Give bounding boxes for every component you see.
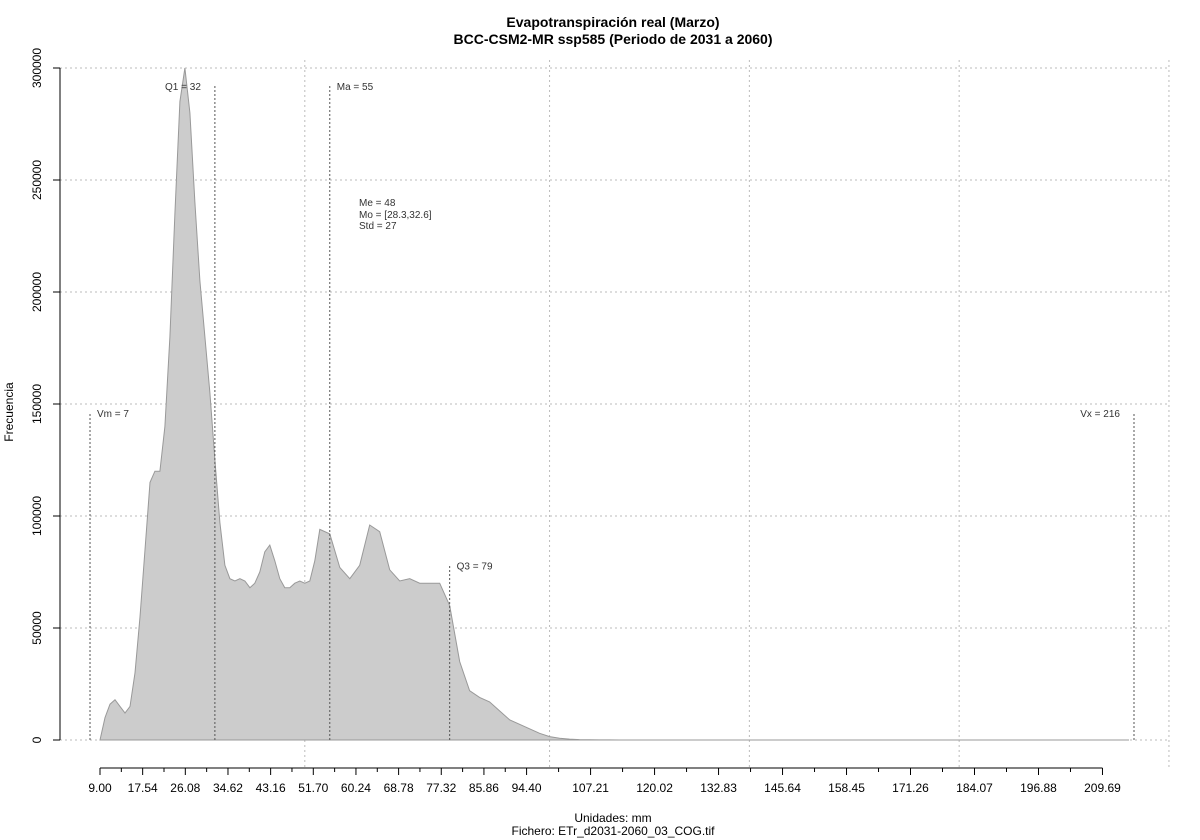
x-tick-label: 60.24 — [341, 781, 371, 795]
x-tick-label: 107.21 — [572, 781, 609, 795]
x-tick-label: 171.26 — [892, 781, 929, 795]
x-tick-label: 17.54 — [128, 781, 158, 795]
stat-median: Me = 48 — [359, 198, 396, 209]
annotations: Q1 = 32 Ma = 55 Q3 = 79 Vm = 7 Vx = 216 — [97, 82, 1120, 572]
x-tick-label: 94.40 — [512, 781, 542, 795]
y-tick-label: 150000 — [30, 384, 44, 424]
annotation-label: Q1 = 32 — [165, 82, 201, 93]
annotation-label: Q3 = 79 — [457, 561, 493, 572]
chart-caption: Fichero: ETr_d2031-2060_03_COG.tif — [512, 824, 716, 838]
x-tick-label: 51.70 — [298, 781, 328, 795]
annotation-label: Vx = 216 — [1080, 409, 1120, 420]
chart-subtitle: BCC-CSM2-MR ssp585 (Periodo de 2031 a 20… — [454, 31, 773, 47]
annotation-label: Ma = 55 — [337, 82, 374, 93]
x-tick-label: 132.83 — [700, 781, 737, 795]
x-tick-label: 34.62 — [213, 781, 243, 795]
x-tick-label: 184.07 — [956, 781, 993, 795]
x-tick-label: 145.64 — [764, 781, 801, 795]
axes: 0 50000 100000 150000 200000 250000 300000 9.00… — [30, 48, 1121, 795]
annotation-label: Vm = 7 — [97, 409, 129, 420]
density-area — [99, 67, 1129, 741]
quantile-lines — [89, 85, 1135, 740]
x-tick-label: 158.45 — [828, 781, 865, 795]
x-tick-label: 196.88 — [1020, 781, 1057, 795]
x-tick-label: 77.32 — [426, 781, 456, 795]
stat-std: Std = 27 — [359, 221, 397, 232]
x-tick-label: 43.16 — [256, 781, 286, 795]
y-tick-label: 50000 — [30, 611, 44, 645]
y-tick-label: 100000 — [30, 496, 44, 536]
x-tick-label: 120.02 — [636, 781, 673, 795]
x-tick-label: 68.78 — [384, 781, 414, 795]
chart-title: Evapotranspiración real (Marzo) — [506, 14, 719, 30]
y-tick-label: 200000 — [30, 272, 44, 312]
x-tick-label: 209.69 — [1084, 781, 1121, 795]
x-axis-label: Unidades: mm — [574, 811, 651, 825]
y-tick-label: 0 — [30, 736, 44, 743]
x-tick-label: 85.86 — [469, 781, 499, 795]
y-axis-label: Frecuencia — [2, 382, 16, 442]
y-tick-label: 250000 — [30, 160, 44, 200]
x-tick-label: 9.00 — [88, 781, 112, 795]
y-tick-label: 300000 — [30, 48, 44, 88]
stat-mode: Mo = [28.3,32.6] — [359, 210, 432, 221]
x-tick-label: 26.08 — [170, 781, 200, 795]
